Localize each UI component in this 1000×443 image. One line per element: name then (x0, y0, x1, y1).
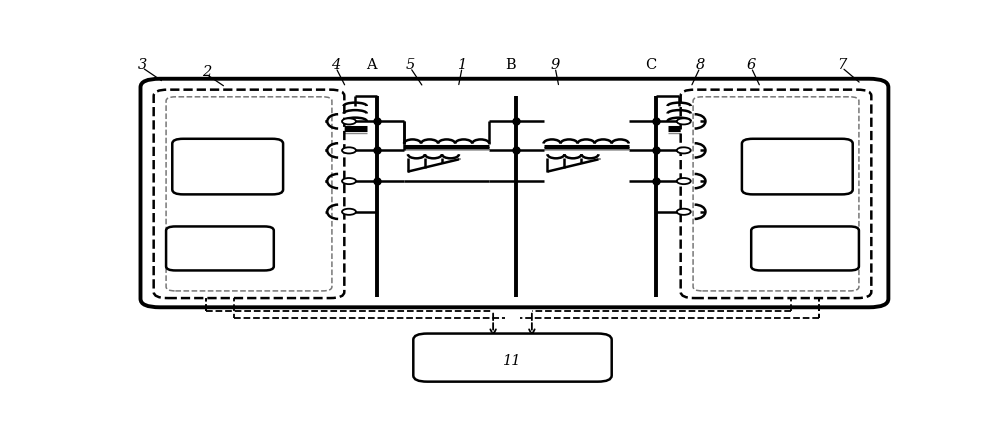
Text: 9: 9 (550, 58, 560, 72)
FancyBboxPatch shape (681, 89, 871, 298)
FancyBboxPatch shape (751, 226, 859, 270)
Text: 4: 4 (331, 58, 340, 72)
Circle shape (342, 148, 356, 153)
Text: 8: 8 (695, 58, 705, 72)
FancyBboxPatch shape (140, 79, 888, 307)
Text: 2: 2 (202, 65, 211, 79)
FancyBboxPatch shape (693, 97, 859, 291)
FancyBboxPatch shape (166, 226, 274, 270)
Text: 11: 11 (503, 354, 522, 368)
FancyBboxPatch shape (154, 89, 344, 298)
Text: 3: 3 (137, 58, 147, 72)
Circle shape (342, 209, 356, 215)
Text: 5: 5 (406, 58, 415, 72)
FancyBboxPatch shape (742, 139, 853, 194)
FancyBboxPatch shape (166, 97, 332, 291)
Circle shape (342, 178, 356, 184)
Text: A: A (366, 58, 377, 72)
Text: C: C (645, 58, 656, 72)
FancyBboxPatch shape (413, 334, 612, 382)
Circle shape (677, 178, 691, 184)
Text: B: B (506, 58, 516, 72)
Text: 1: 1 (458, 58, 467, 72)
Circle shape (342, 118, 356, 124)
Circle shape (677, 148, 691, 153)
Circle shape (677, 209, 691, 215)
FancyBboxPatch shape (172, 139, 283, 194)
Circle shape (677, 118, 691, 124)
Text: 6: 6 (747, 58, 756, 72)
Text: 7: 7 (837, 58, 846, 72)
